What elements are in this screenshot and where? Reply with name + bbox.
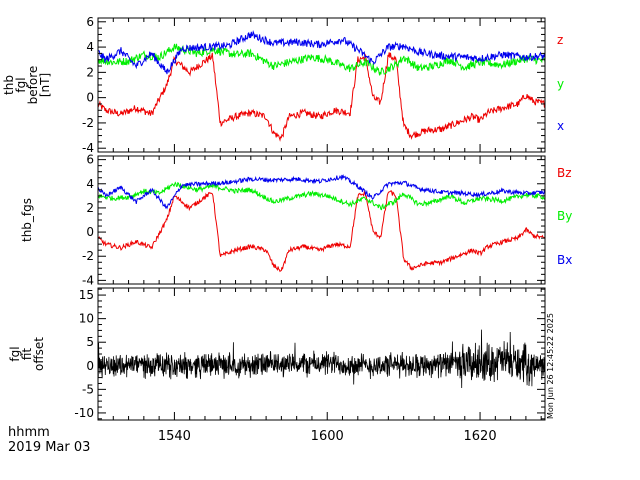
legend-entry-by: By bbox=[557, 209, 572, 223]
y-axis-label: before bbox=[26, 66, 40, 105]
panel-frame bbox=[97, 155, 546, 285]
legend-entry-x: x bbox=[557, 119, 564, 133]
x-tick-label: 1600 bbox=[311, 429, 344, 444]
time-axis: hhmm 2019 Mar 03 1540 1600 1620 bbox=[8, 425, 497, 455]
x-tick-label: 1620 bbox=[464, 429, 497, 444]
y-tick-label: -5 bbox=[82, 382, 94, 396]
series-line-x bbox=[98, 29, 545, 75]
y-axis-label: fit bbox=[20, 348, 34, 361]
y-tick-label: 4 bbox=[86, 177, 94, 191]
panel-2: -4 -2 0 2 4 6 thb_fgs Bz By Bx bbox=[20, 153, 572, 288]
legend-entry-bz: Bz bbox=[557, 166, 572, 180]
series-line-bz bbox=[98, 189, 545, 273]
y-axis-label: fgl bbox=[14, 77, 28, 92]
y-tick-label: 2 bbox=[86, 65, 94, 79]
time-axis-label-date: 2019 Mar 03 bbox=[8, 440, 90, 455]
series-line-bx bbox=[98, 173, 545, 210]
y-axis-label: [nT] bbox=[38, 73, 52, 97]
series-line-offset bbox=[98, 329, 545, 389]
legend-entry-bx: Bx bbox=[557, 253, 572, 267]
y-axis-label: thb bbox=[2, 75, 16, 95]
legend-entry-y: y bbox=[557, 77, 564, 91]
y-tick-label: 4 bbox=[86, 40, 94, 54]
y-tick-label: 10 bbox=[79, 312, 94, 326]
y-tick-label: -2 bbox=[82, 249, 94, 263]
y-tick-label: -4 bbox=[82, 141, 94, 155]
time-axis-label-hhmm: hhmm bbox=[8, 425, 50, 440]
y-axis-label: thb_fgs bbox=[20, 198, 34, 242]
timestamp-stamp: Mon Jun 26 12:45:22 2025 bbox=[546, 313, 555, 419]
series-line-z bbox=[98, 52, 545, 142]
y-tick-label: -10 bbox=[74, 406, 94, 420]
legend-entry-z: z bbox=[557, 33, 563, 47]
y-tick-label: 2 bbox=[86, 201, 94, 215]
y-tick-label: 6 bbox=[86, 15, 94, 29]
x-tick-label: 1540 bbox=[158, 429, 191, 444]
y-tick-label: -4 bbox=[82, 273, 94, 287]
y-tick-label: 5 bbox=[86, 335, 94, 349]
y-axis-label: offset bbox=[32, 337, 46, 371]
y-tick-label: 6 bbox=[86, 153, 94, 167]
y-tick-label: 0 bbox=[86, 225, 94, 239]
series-line-by bbox=[98, 181, 545, 211]
y-tick-label: 15 bbox=[79, 288, 94, 302]
series-line-y bbox=[98, 43, 545, 76]
panel-frame bbox=[97, 17, 546, 153]
y-tick-label: 0 bbox=[86, 359, 94, 373]
y-tick-label: -2 bbox=[82, 116, 94, 130]
y-tick-label: 0 bbox=[86, 91, 94, 105]
y-axis-label: fgl bbox=[8, 346, 22, 361]
